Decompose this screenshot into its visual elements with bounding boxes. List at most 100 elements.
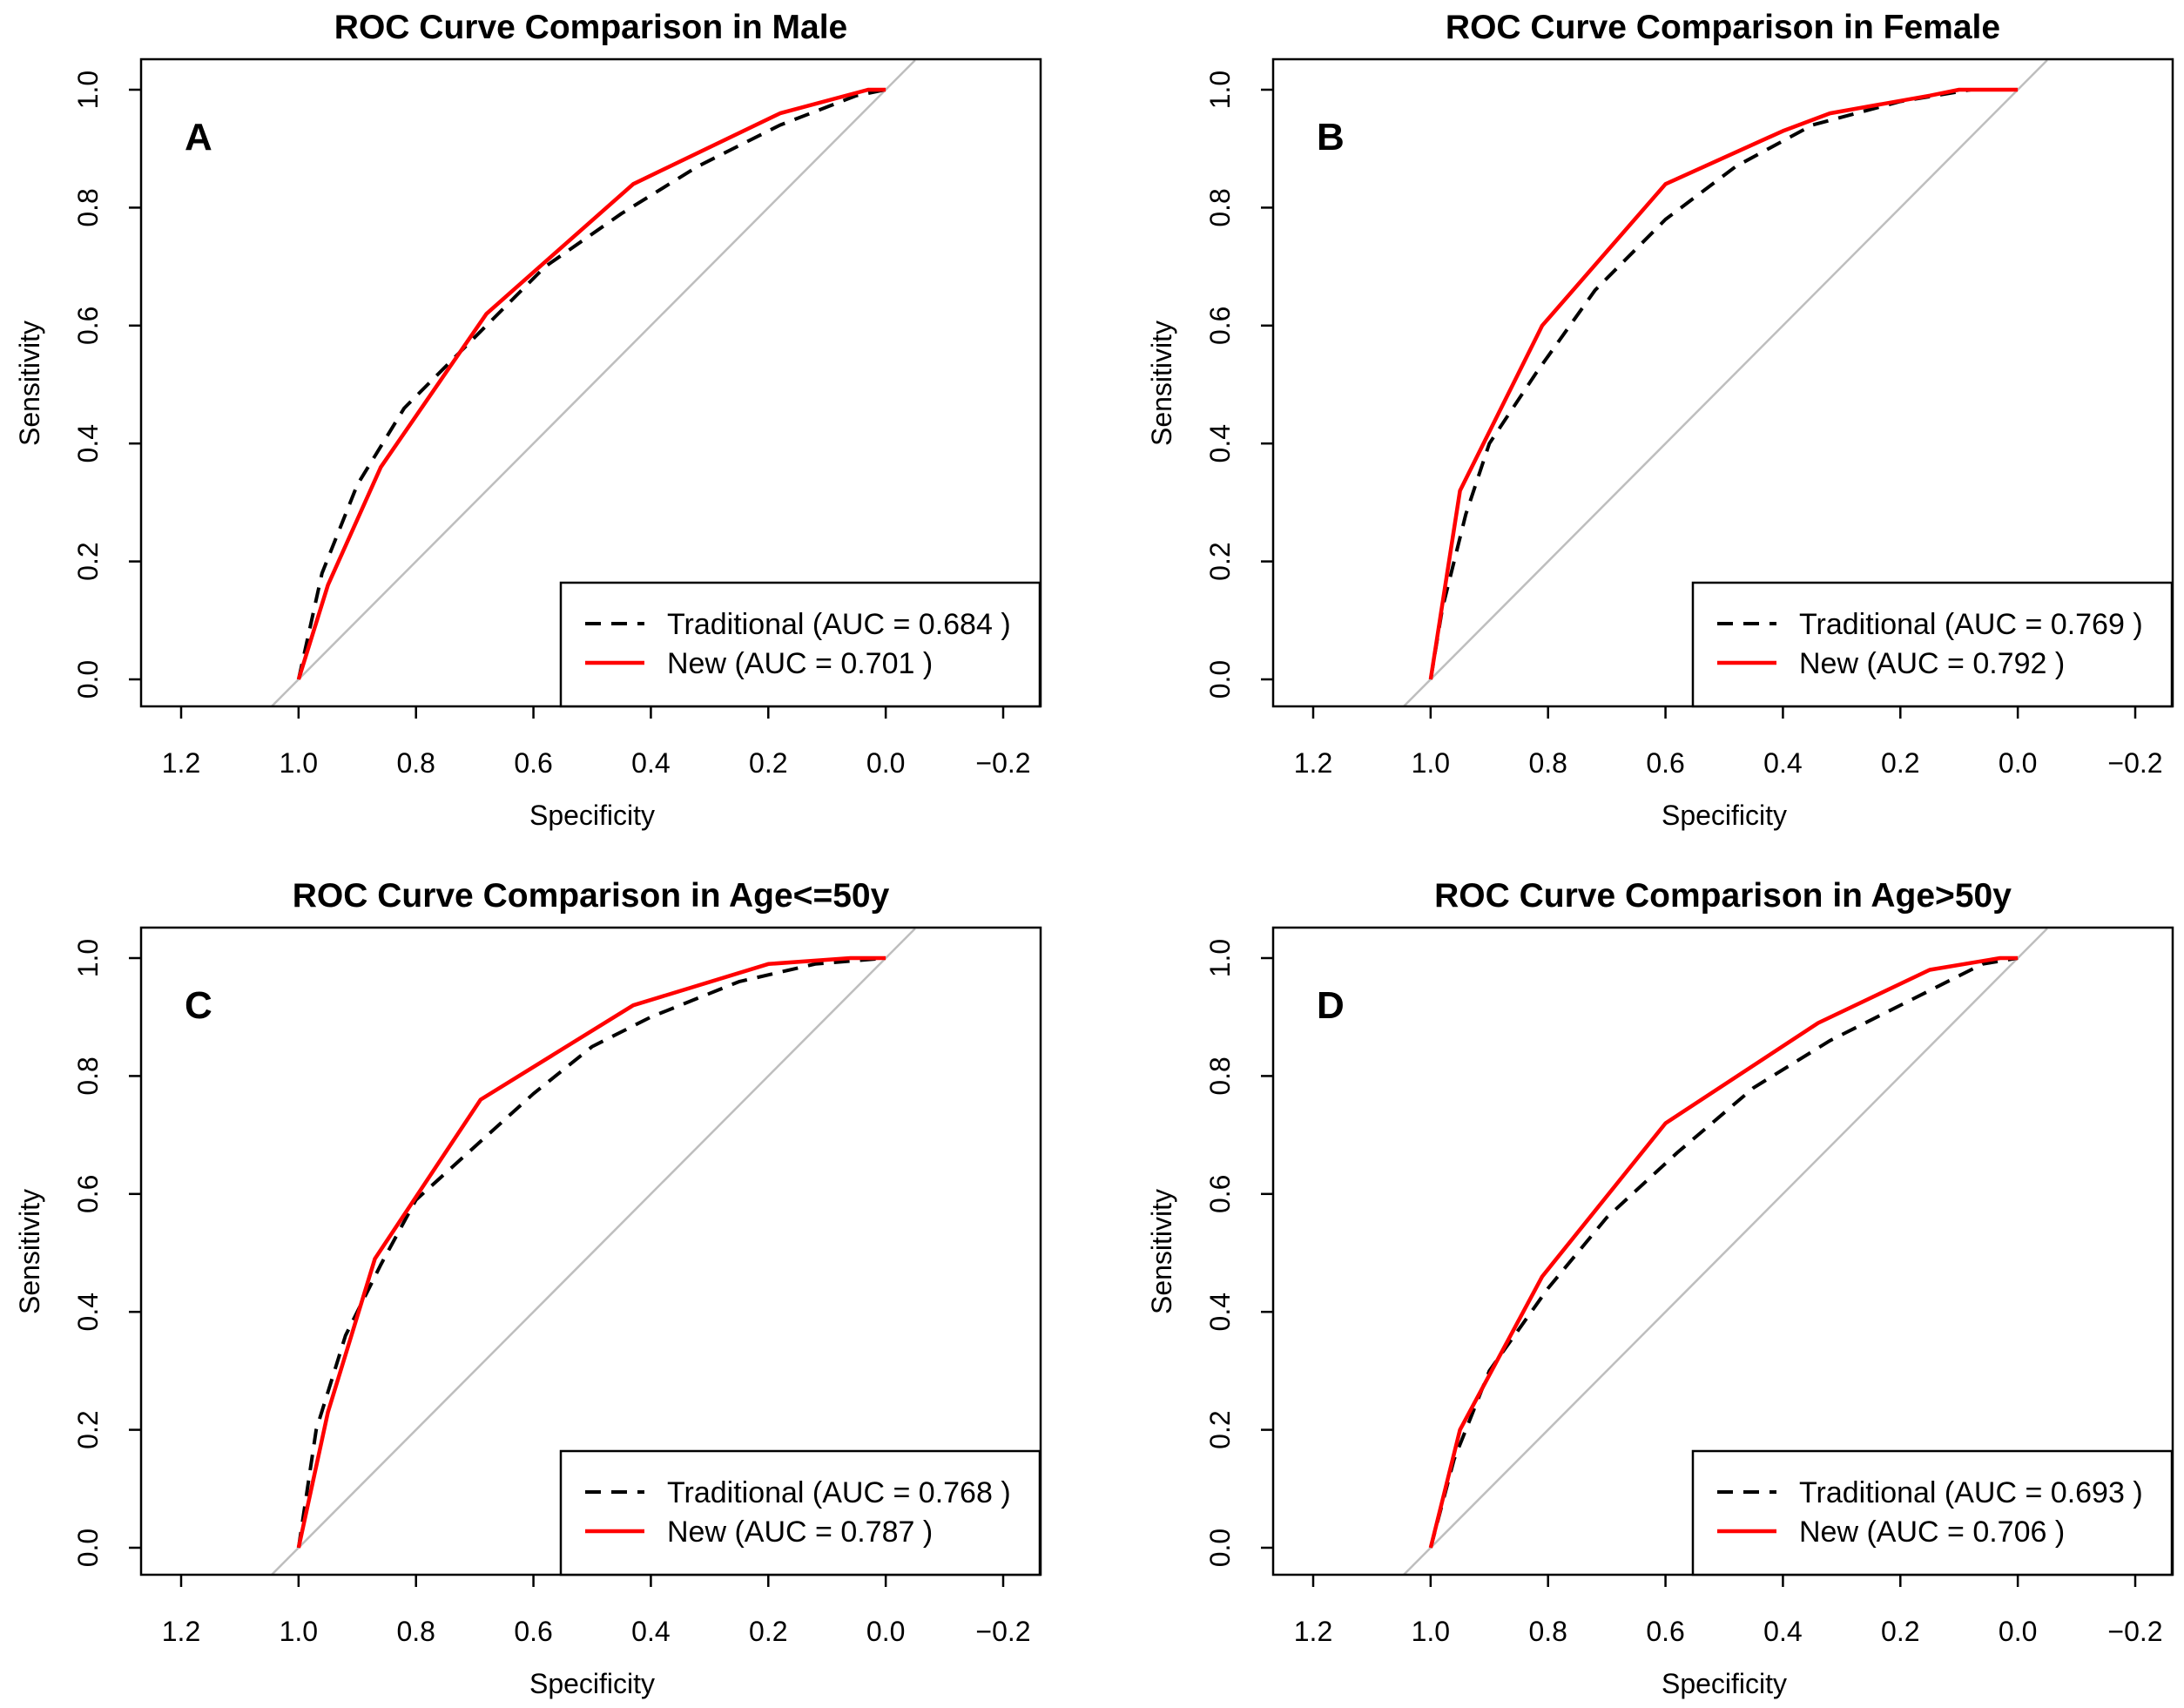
y-tick-label: 1.0 [72, 939, 104, 977]
y-tick-label: 0.0 [1204, 660, 1236, 699]
y-tick-label: 0.4 [72, 1293, 104, 1331]
legend: Traditional (AUC = 0.693 ) New (AUC = 0.7… [1691, 1449, 2174, 1576]
panel-title: ROC Curve Comparison in Age<=50y [293, 877, 890, 915]
legend-entry: New (AUC = 0.706 ) [1799, 1516, 2065, 1549]
legend: Traditional (AUC = 0.769 ) New (AUC = 0.7… [1691, 581, 2174, 708]
x-tick-label: 1.0 [280, 1616, 318, 1647]
roc-panel-a: ROC Curve Comparison in Male A 0.0 0.2 0.4 0.… [14, 9, 1042, 831]
legend-entry: Traditional (AUC = 0.684 ) [667, 608, 1011, 641]
x-axis-label: Specificity [1662, 800, 1787, 831]
x-tick-label: 1.2 [1294, 1616, 1332, 1647]
reference-diagonal [1402, 928, 2048, 1575]
x-tick-label: 0.8 [396, 747, 435, 779]
y-tick-label: 0.2 [72, 1410, 104, 1448]
y-tick-label: 0.6 [1204, 307, 1236, 345]
roc-curve-traditional [1428, 88, 2019, 680]
x-tick-label: 0.6 [514, 1616, 552, 1647]
y-tick-label: 0.4 [1204, 1293, 1236, 1331]
x-tick-label: 0.4 [1763, 747, 1802, 779]
panel-label: A [185, 116, 212, 159]
panel-title: ROC Curve Comparison in Age>50y [1434, 877, 2012, 915]
legend-entry: Traditional (AUC = 0.769 ) [1799, 608, 2143, 641]
y-axis-label: Sensitivity [14, 321, 45, 446]
y-tick-label: 0.0 [1204, 1529, 1236, 1567]
panel-label: C [185, 984, 212, 1027]
roc-panel-c: ROC Curve Comparison in Age<=50y C 0.0 0.2 0… [14, 877, 1042, 1699]
legend-frame [1691, 1449, 2174, 1576]
x-tick-label: −0.2 [2107, 747, 2162, 779]
roc-curve-new [1428, 87, 2019, 680]
legend-frame [559, 1449, 1041, 1576]
legend-entry: Traditional (AUC = 0.693 ) [1799, 1476, 2143, 1509]
legend-entry: New (AUC = 0.792 ) [1799, 647, 2065, 680]
y-tick-label: 0.2 [1204, 542, 1236, 580]
roc-curve-new [1428, 955, 2019, 1549]
x-tick-label: −0.2 [975, 747, 1030, 779]
x-tick-label: 0.6 [1646, 747, 1684, 779]
x-tick-label: 1.0 [1412, 747, 1450, 779]
x-tick-label: 0.0 [866, 1616, 905, 1647]
panel-title: ROC Curve Comparison in Male [334, 9, 847, 46]
y-tick-label: 0.4 [1204, 424, 1236, 462]
y-tick-label: 0.0 [72, 1529, 104, 1567]
x-tick-label: 0.0 [866, 747, 905, 779]
roc-curve-traditional [1428, 956, 2019, 1549]
panel-label: B [1317, 116, 1345, 159]
reference-diagonal [270, 59, 916, 706]
y-tick-label: 0.8 [72, 1057, 104, 1095]
y-axis-label: Sensitivity [14, 1189, 45, 1314]
x-tick-label: 0.4 [1763, 1616, 1802, 1647]
y-tick-label: 0.8 [1204, 1057, 1236, 1095]
x-tick-label: 0.0 [1999, 1616, 2037, 1647]
y-tick-label: 0.8 [72, 188, 104, 226]
x-tick-label: 0.4 [631, 747, 670, 779]
legend-entry: New (AUC = 0.787 ) [667, 1516, 933, 1549]
x-tick-label: −0.2 [975, 1616, 1030, 1647]
x-tick-label: 1.2 [1294, 747, 1332, 779]
x-axis-label: Specificity [1662, 1668, 1787, 1699]
y-tick-label: 0.0 [72, 660, 104, 699]
roc-panel-b: ROC Curve Comparison in Female B 0.0 0.2 0.4… [1146, 9, 2174, 831]
x-tick-label: −0.2 [2107, 1616, 2162, 1647]
y-tick-label: 0.6 [72, 307, 104, 345]
legend-frame [1691, 581, 2174, 708]
y-tick-label: 0.6 [1204, 1175, 1236, 1213]
roc-panel-d: ROC Curve Comparison in Age>50y D 0.0 0.2 0.… [1146, 877, 2174, 1699]
x-tick-label: 0.4 [631, 1616, 670, 1647]
y-tick-label: 0.4 [72, 424, 104, 462]
x-tick-label: 1.2 [162, 1616, 200, 1647]
roc-curve-traditional [296, 88, 886, 680]
y-tick-label: 0.2 [1204, 1410, 1236, 1448]
y-tick-label: 0.2 [72, 542, 104, 580]
legend-frame [559, 581, 1041, 708]
roc-curve-new [296, 955, 886, 1549]
x-tick-label: 0.8 [1528, 747, 1567, 779]
y-axis-label: Sensitivity [1146, 1189, 1177, 1314]
x-tick-label: 0.6 [1646, 1616, 1684, 1647]
x-tick-label: 0.2 [1881, 1616, 1919, 1647]
x-tick-label: 1.0 [280, 747, 318, 779]
x-axis-label: Specificity [529, 800, 655, 831]
y-tick-label: 0.6 [72, 1175, 104, 1213]
x-tick-label: 0.2 [749, 747, 787, 779]
y-tick-label: 0.8 [1204, 188, 1236, 226]
roc-curve-new [296, 87, 886, 680]
x-tick-label: 1.2 [162, 747, 200, 779]
reference-diagonal [1402, 59, 2048, 706]
reference-diagonal [270, 928, 916, 1575]
legend-entry: New (AUC = 0.701 ) [667, 647, 933, 680]
x-axis-label: Specificity [529, 1668, 655, 1699]
y-axis-label: Sensitivity [1146, 321, 1177, 446]
x-tick-label: 0.8 [396, 1616, 435, 1647]
panel-label: D [1317, 984, 1345, 1027]
panel-title: ROC Curve Comparison in Female [1446, 9, 2000, 46]
legend: Traditional (AUC = 0.768 ) New (AUC = 0.7… [559, 1449, 1041, 1576]
y-tick-label: 1.0 [1204, 939, 1236, 977]
x-tick-label: 0.6 [514, 747, 552, 779]
x-tick-label: 0.8 [1528, 1616, 1567, 1647]
x-tick-label: 0.0 [1999, 747, 2037, 779]
legend: Traditional (AUC = 0.684 ) New (AUC = 0.7… [559, 581, 1041, 708]
y-tick-label: 1.0 [1204, 71, 1236, 109]
x-tick-label: 0.2 [1881, 747, 1919, 779]
